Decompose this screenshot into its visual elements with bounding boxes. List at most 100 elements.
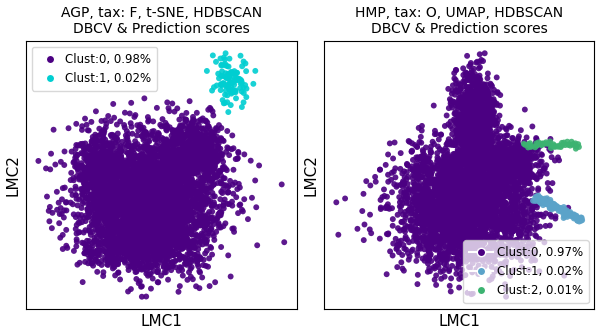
Point (482, 117, 492, 123)
Point (461, 125, 470, 130)
Point (108, 243, 118, 248)
Point (103, 262, 112, 267)
Point (469, 137, 479, 143)
Point (446, 98, 455, 104)
Point (157, 159, 167, 165)
Point (95, 184, 104, 189)
Point (171, 207, 181, 212)
Point (469, 203, 478, 209)
Point (499, 168, 509, 173)
Point (200, 144, 210, 150)
Point (176, 133, 186, 138)
Point (156, 146, 166, 151)
Point (500, 151, 510, 156)
Point (94, 230, 103, 236)
Point (168, 136, 178, 141)
Point (473, 214, 483, 219)
Point (423, 215, 433, 220)
Point (185, 164, 194, 170)
Point (478, 198, 487, 203)
Point (455, 181, 465, 186)
Point (122, 244, 131, 250)
Point (495, 185, 505, 191)
Point (147, 209, 157, 215)
Point (460, 118, 469, 124)
Point (491, 218, 500, 223)
Point (160, 174, 170, 180)
Point (499, 163, 508, 169)
Point (537, 196, 547, 201)
Point (470, 221, 480, 226)
Point (452, 212, 461, 217)
Point (116, 165, 126, 170)
Point (464, 224, 474, 229)
Point (455, 193, 465, 199)
Point (152, 207, 161, 212)
Point (452, 221, 462, 227)
Point (549, 201, 559, 206)
Point (468, 156, 478, 161)
Point (158, 187, 168, 192)
Point (185, 180, 195, 185)
Point (541, 199, 550, 204)
Point (138, 128, 148, 133)
Point (137, 222, 147, 227)
Point (461, 109, 471, 115)
Point (385, 249, 395, 254)
Point (464, 228, 474, 234)
Point (67, 149, 76, 154)
Point (416, 207, 426, 212)
Point (210, 163, 220, 169)
Point (483, 196, 493, 201)
Point (224, 183, 234, 189)
Point (174, 135, 184, 140)
Point (457, 245, 466, 251)
Point (206, 147, 215, 153)
Point (424, 188, 433, 193)
Point (516, 155, 526, 160)
Point (448, 211, 458, 216)
Point (220, 57, 230, 62)
Point (458, 116, 467, 122)
Point (101, 204, 111, 210)
Point (176, 140, 186, 145)
Point (507, 240, 517, 245)
Point (402, 187, 412, 192)
Point (248, 81, 258, 86)
Point (428, 215, 437, 220)
Point (103, 215, 112, 221)
Point (532, 136, 541, 142)
Point (147, 203, 157, 208)
Point (491, 165, 500, 171)
Point (167, 166, 177, 172)
Point (459, 226, 469, 232)
Point (125, 256, 135, 262)
Point (127, 205, 137, 210)
Point (176, 219, 186, 224)
Point (137, 192, 147, 197)
Point (455, 194, 464, 199)
Point (462, 231, 472, 236)
Point (526, 152, 535, 158)
Point (423, 211, 433, 217)
Point (119, 170, 129, 176)
Point (489, 102, 499, 107)
Point (478, 125, 488, 130)
Point (143, 254, 153, 259)
Point (194, 180, 204, 186)
Point (475, 52, 485, 57)
Point (441, 257, 451, 262)
Point (128, 206, 138, 211)
Point (453, 165, 463, 171)
Point (124, 179, 134, 184)
Point (457, 226, 467, 232)
Point (79, 186, 89, 191)
Point (122, 215, 132, 220)
Point (514, 141, 523, 147)
Point (175, 283, 185, 289)
Point (122, 192, 132, 197)
Point (109, 234, 118, 239)
Point (467, 230, 476, 236)
Point (458, 115, 468, 120)
Point (414, 125, 424, 131)
